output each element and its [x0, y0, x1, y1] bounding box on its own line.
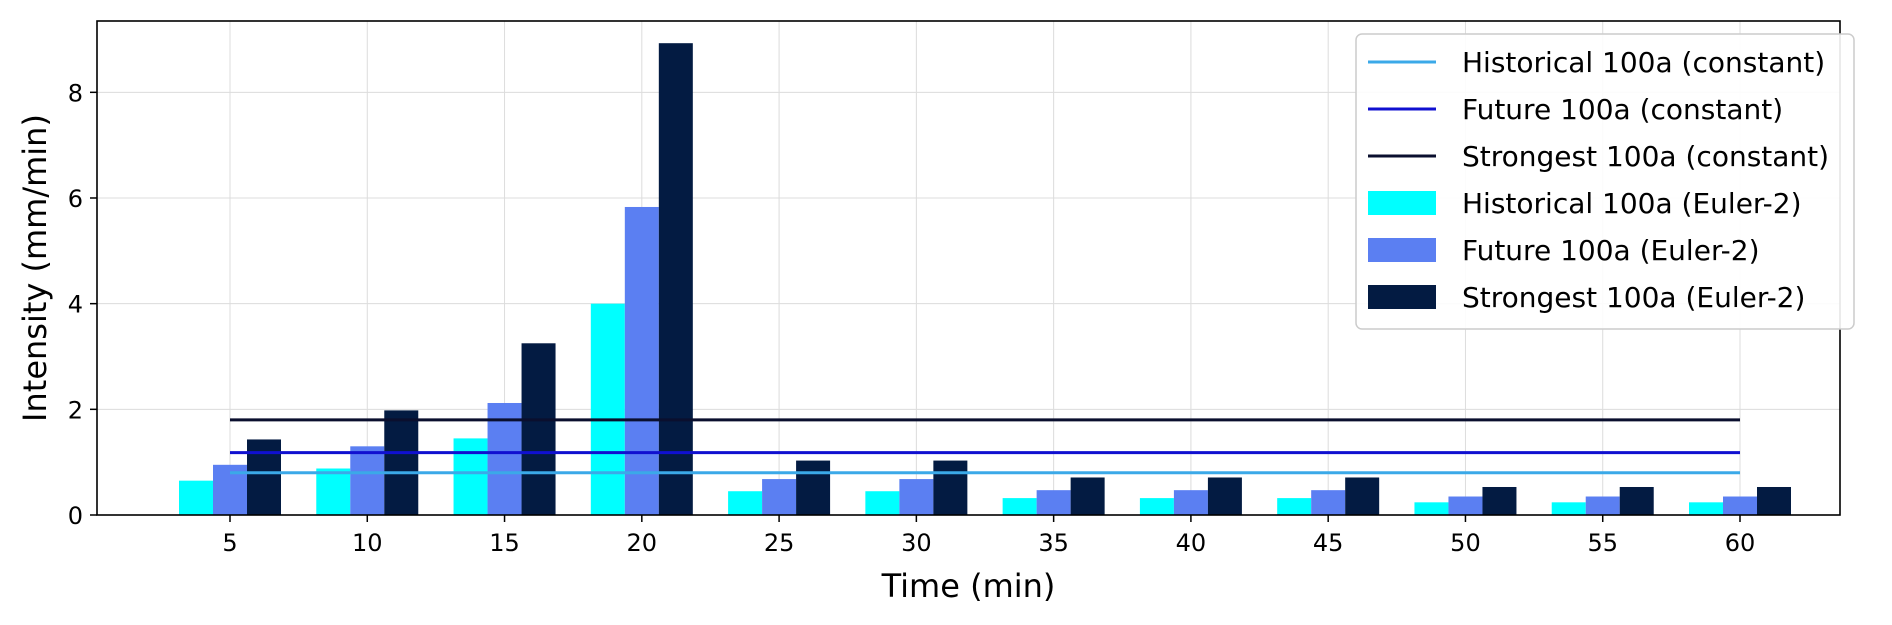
- bar: [1723, 496, 1757, 515]
- bar: [1414, 502, 1449, 515]
- y-tick-label: 4: [68, 291, 83, 319]
- y-axis: 0 2 4 6 8: [68, 79, 97, 530]
- legend-label: Historical 100a (Euler-2): [1462, 187, 1802, 220]
- x-tick-label: 60: [1725, 529, 1756, 557]
- x-tick-label: 50: [1450, 529, 1481, 557]
- x-tick-label: 25: [764, 529, 795, 557]
- legend-bar-swatch: [1368, 238, 1436, 262]
- bar: [487, 402, 522, 515]
- bar: [453, 438, 488, 515]
- bar: [762, 479, 797, 515]
- bar: [1277, 498, 1312, 515]
- x-tick-label: 30: [901, 529, 932, 557]
- x-tick-label: 15: [489, 529, 520, 557]
- bar: [658, 43, 693, 516]
- bar: [1345, 477, 1380, 515]
- bar: [933, 460, 968, 515]
- legend-label: Future 100a (Euler-2): [1462, 234, 1760, 267]
- bar: [1173, 490, 1208, 515]
- legend-bar-swatch: [1368, 285, 1436, 309]
- bar: [1207, 477, 1242, 515]
- bar: [590, 303, 625, 515]
- y-tick-label: 8: [68, 79, 83, 107]
- x-tick-label: 20: [627, 529, 658, 557]
- x-tick-label: 35: [1038, 529, 1069, 557]
- bar: [384, 410, 419, 515]
- bar: [899, 479, 934, 515]
- legend: Historical 100a (constant) Future 100a (c…: [1355, 33, 1855, 330]
- legend-bar-swatch: [1368, 191, 1436, 215]
- bar: [1070, 477, 1105, 515]
- x-tick-label: 5: [222, 529, 237, 557]
- bar: [865, 491, 900, 515]
- x-axis: 5 10 15 20 25 30 35 40 45 50 55 60: [222, 515, 1755, 557]
- bar: [247, 439, 281, 515]
- bar: [179, 480, 213, 515]
- bar: [728, 491, 763, 515]
- legend-label: Strongest 100a (Euler-2): [1462, 281, 1805, 314]
- legend-label: Future 100a (constant): [1462, 93, 1783, 126]
- bar: [796, 460, 831, 515]
- y-tick-label: 0: [68, 502, 83, 530]
- bar: [1448, 496, 1483, 515]
- x-tick-label: 45: [1313, 529, 1344, 557]
- bar: [1757, 486, 1791, 515]
- bar: [350, 446, 385, 515]
- bar: [1311, 490, 1346, 515]
- bar: [1002, 498, 1037, 515]
- constant-lines: [230, 418, 1740, 475]
- bar: [1036, 490, 1071, 515]
- bar: [1551, 502, 1586, 515]
- legend-label: Historical 100a (constant): [1462, 46, 1825, 79]
- x-tick-label: 40: [1176, 529, 1207, 557]
- x-tick-label: 55: [1587, 529, 1618, 557]
- bar: [1482, 486, 1517, 515]
- bar: [1139, 498, 1174, 515]
- y-tick-label: 6: [68, 185, 83, 213]
- bar: [1585, 496, 1620, 515]
- legend-label: Strongest 100a (constant): [1462, 140, 1829, 173]
- x-tick-label: 10: [352, 529, 383, 557]
- y-axis-label: Intensity (mm/min): [16, 114, 54, 422]
- bar: [521, 343, 556, 515]
- legend-box: [1355, 33, 1855, 330]
- bar: [316, 468, 351, 515]
- bar: [1689, 502, 1723, 515]
- bar: [624, 206, 659, 515]
- x-axis-label: Time (min): [881, 567, 1056, 605]
- y-tick-label: 2: [68, 396, 83, 424]
- bar: [1619, 486, 1654, 515]
